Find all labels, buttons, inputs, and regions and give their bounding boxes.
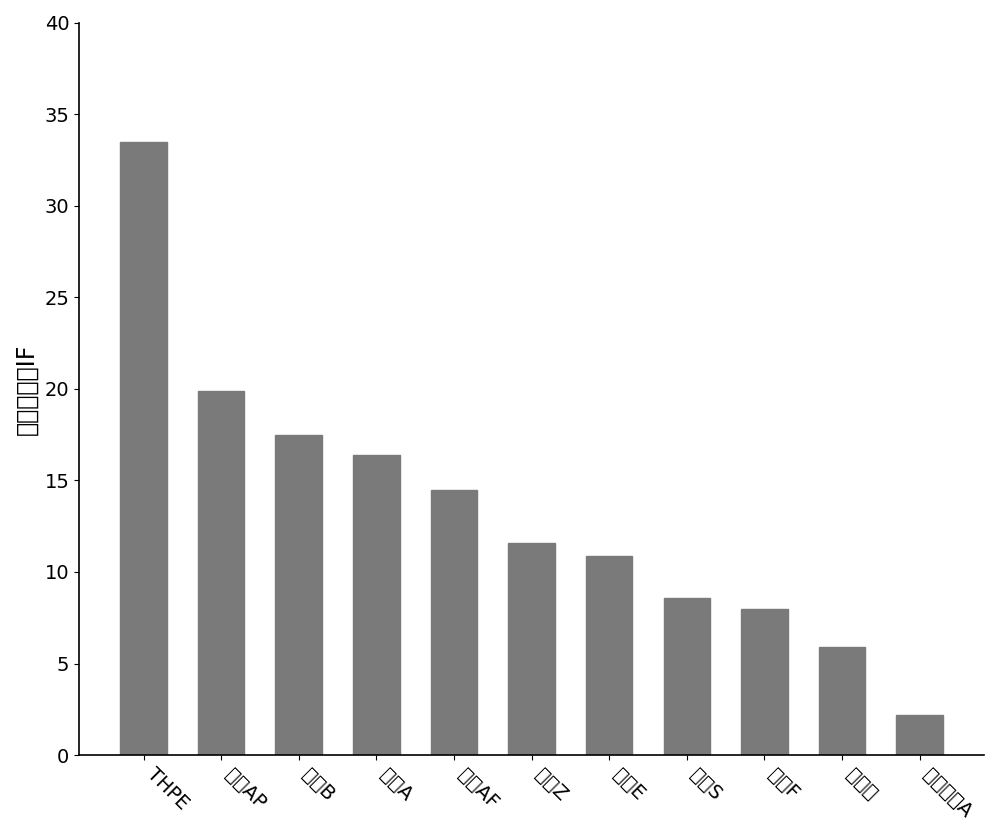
Y-axis label: 印迹因子，IF: 印迹因子，IF bbox=[15, 343, 39, 435]
Bar bbox=[353, 455, 400, 755]
Bar bbox=[198, 390, 244, 755]
Bar bbox=[819, 647, 865, 755]
Bar bbox=[741, 609, 788, 755]
Bar bbox=[275, 435, 322, 755]
Bar bbox=[508, 543, 555, 755]
Bar bbox=[120, 141, 167, 755]
Bar bbox=[586, 555, 632, 755]
Bar bbox=[896, 715, 943, 755]
Bar bbox=[431, 490, 477, 755]
Bar bbox=[664, 598, 710, 755]
